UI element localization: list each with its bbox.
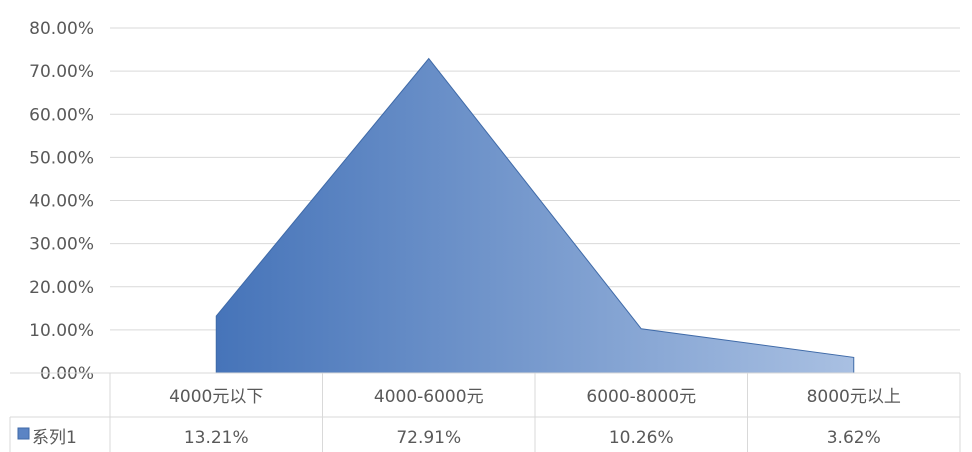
y-tick-label: 10.00% [29, 321, 94, 341]
y-tick-label: 20.00% [29, 278, 94, 298]
series-area-layer [215, 57, 855, 374]
x-category-label: 4000-6000元 [374, 387, 484, 407]
data-table-value: 13.21% [184, 428, 249, 448]
y-axis: 0.00% 10.00% 20.00% 30.00% 40.00% 50.00% 60.00… [29, 19, 94, 384]
y-tick-label: 50.00% [29, 148, 94, 168]
legend-series-name: 系列1 [32, 428, 77, 448]
y-tick-label: 60.00% [29, 105, 94, 125]
y-tick-label: 0.00% [40, 364, 94, 384]
data-table-value: 3.62% [827, 428, 881, 448]
x-category-label: 4000元以下 [169, 387, 263, 407]
y-tick-label: 40.00% [29, 192, 94, 212]
x-category-label: 8000元以上 [807, 387, 901, 407]
x-category-label: 6000-8000元 [586, 387, 696, 407]
y-tick-label: 70.00% [29, 62, 94, 82]
data-table-value: 72.91% [396, 428, 461, 448]
data-table-value: 10.26% [609, 428, 674, 448]
legend-swatch [17, 427, 30, 440]
y-tick-label: 80.00% [29, 19, 94, 39]
y-tick-label: 30.00% [29, 235, 94, 255]
series-area [215, 57, 855, 374]
